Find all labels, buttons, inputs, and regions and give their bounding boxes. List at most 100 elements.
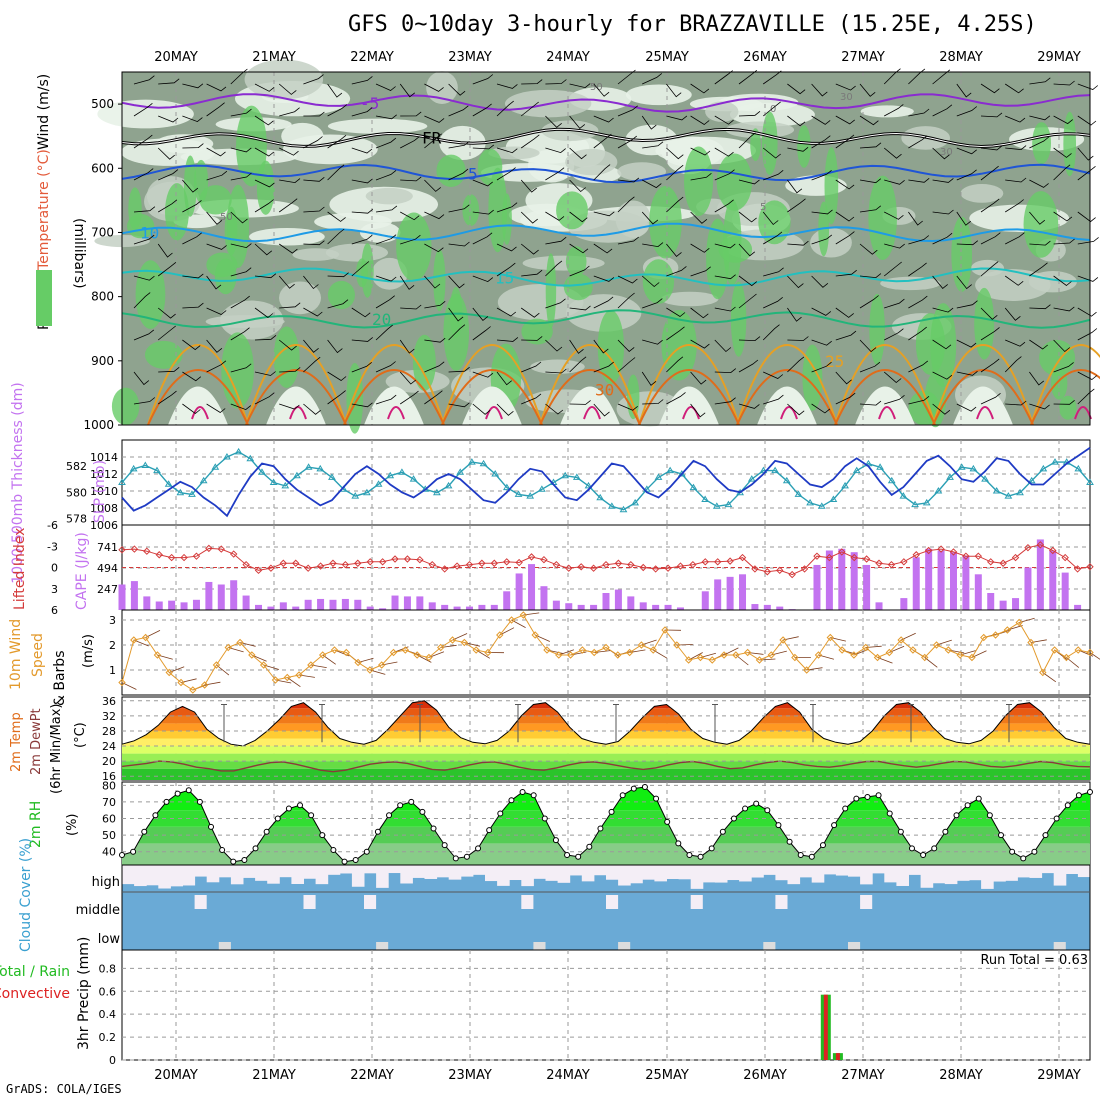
wind-barb	[133, 275, 155, 281]
cape-bar	[503, 591, 511, 610]
isotherm-dome	[932, 344, 1034, 426]
isotherm-label: 5	[468, 164, 478, 183]
wind-barb	[690, 172, 712, 181]
slp-series-point	[433, 488, 441, 496]
wind-barb	[472, 403, 491, 415]
cloud-high-gap	[1017, 865, 1030, 878]
wind-barb	[690, 211, 708, 224]
wind-barb	[666, 243, 682, 257]
wind-speed-series-point	[838, 646, 846, 654]
cloud-high-gap	[1041, 865, 1055, 874]
slp-series-point	[491, 470, 500, 477]
wind-barb	[351, 107, 373, 117]
rh-mid-patch	[960, 183, 1004, 203]
wind-barb	[835, 231, 855, 245]
cape-bar	[714, 579, 722, 610]
wind-barb	[932, 275, 948, 289]
cloud-high-gap	[497, 865, 510, 886]
cloud-low-gap	[376, 942, 389, 950]
wind-barb	[327, 134, 347, 149]
cloud-high-gap	[545, 865, 559, 881]
wind-barb	[811, 209, 833, 215]
wind-barb	[133, 397, 156, 405]
wind-barb	[980, 83, 1000, 94]
wind-barb	[617, 177, 640, 183]
slp-tick: 1012	[90, 468, 118, 481]
cape-bar	[242, 595, 250, 610]
cape-bar	[143, 596, 151, 610]
y-tick-label: 800	[91, 290, 114, 304]
cape-bar	[341, 598, 349, 610]
lifted-index-series-point	[887, 560, 896, 569]
rh-series-point	[819, 842, 826, 849]
rh-series-point	[931, 845, 938, 852]
wind-barb	[714, 115, 734, 125]
wind-speed-series-point	[366, 666, 374, 674]
cloud-high-gap	[630, 865, 643, 884]
y-tick-label: 500	[91, 97, 114, 111]
slp-tick: 1006	[90, 519, 118, 532]
minmax-whisker	[810, 704, 816, 743]
rh-series-point	[330, 847, 337, 854]
wind-barb	[666, 326, 685, 341]
rh-moist-patch	[436, 154, 466, 188]
lifted-index-series-point	[192, 552, 201, 560]
rh-series-line	[121, 786, 1091, 863]
wind-barb	[884, 179, 905, 185]
cloud-high-gap	[376, 865, 389, 888]
wind-barb	[375, 83, 396, 91]
isotherm-35	[191, 406, 209, 420]
lifted-index-series-point	[1061, 553, 1069, 562]
cape-bar	[701, 591, 709, 610]
isotherm-label: 15	[495, 268, 514, 287]
wind-barb	[496, 202, 518, 213]
lifted-index-series-point	[354, 559, 362, 567]
rh-series-point	[297, 802, 304, 809]
wind-barb	[472, 144, 495, 150]
lifted-index-series-point	[602, 560, 610, 569]
wind-barb	[496, 147, 518, 154]
wind-barb	[545, 298, 566, 309]
wind-barb	[835, 134, 855, 149]
wind-barb	[908, 262, 927, 277]
wind-speed-series-point	[1039, 668, 1047, 677]
wind-barb	[206, 147, 226, 157]
wind-barb	[641, 275, 660, 288]
wind-barb	[787, 336, 809, 341]
wind-barb	[641, 371, 657, 386]
slp-series-point	[1027, 476, 1036, 484]
wind-barb	[351, 147, 373, 154]
rh-series-point	[219, 847, 226, 854]
wind-barb	[859, 339, 877, 353]
rh-moist-patch	[462, 194, 480, 226]
wind-barb	[133, 329, 155, 341]
lifted-index-series-point	[1086, 563, 1094, 571]
wind-barb	[593, 403, 610, 417]
wind-barb	[811, 115, 831, 125]
slp-series-point	[188, 490, 196, 497]
wind-barb	[666, 196, 684, 213]
wind-barb	[133, 371, 150, 386]
wind-speed-series-point	[283, 673, 291, 682]
rh-series-point	[864, 793, 871, 800]
rh-series-point	[141, 828, 148, 835]
wind-speed-series-point	[1086, 648, 1094, 657]
wind-barb	[908, 211, 923, 226]
wind-speed-series-point	[189, 686, 197, 694]
wind-speed-series-point	[531, 631, 539, 639]
cloud-mid-gap	[303, 895, 316, 909]
rh-series-point	[463, 853, 470, 860]
wind-barb	[303, 111, 325, 117]
wind-barb	[448, 105, 469, 117]
x-date-bottom: 21MAY	[252, 1068, 296, 1083]
wind-speed-series-point	[566, 651, 575, 659]
lifted-index-series-point	[1073, 565, 1082, 573]
wind-speed-series-point	[885, 648, 894, 657]
rh-series-point	[742, 805, 749, 812]
chart-title: GFS 0~10day 3-hourly for BRAZZAVILLE (15…	[348, 12, 1037, 37]
wind-barb	[593, 339, 609, 354]
cape-bar	[763, 604, 771, 610]
wind-barb	[303, 74, 324, 85]
wind-barb	[908, 295, 928, 309]
lifted-index-series-point	[515, 558, 523, 567]
